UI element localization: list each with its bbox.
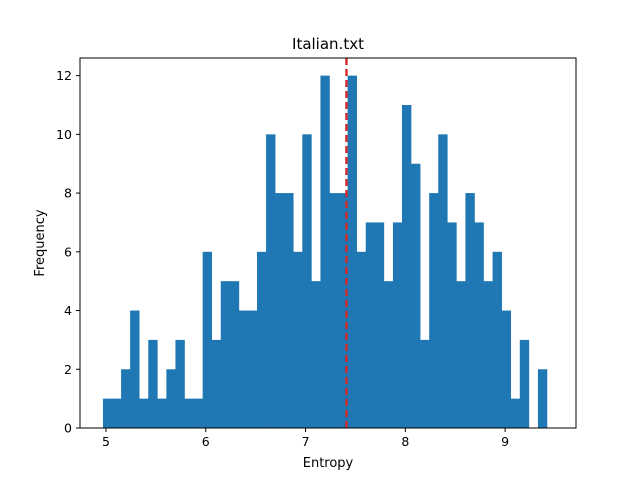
histogram-bar [374, 222, 385, 428]
histogram-bar [211, 339, 222, 428]
x-tick-label: 6 [202, 434, 210, 449]
x-tick-label: 9 [501, 434, 509, 449]
histogram-bar [220, 281, 231, 428]
histogram-bar [401, 104, 412, 428]
histogram-bar [121, 369, 131, 428]
histogram-bar [510, 398, 521, 428]
y-axis-ticks: 0 2 4 6 8 10 12 [56, 68, 80, 436]
histogram-bar [519, 339, 530, 428]
histogram-bar [166, 369, 176, 428]
histogram-bar [266, 134, 276, 428]
histogram-bar [157, 398, 167, 428]
histogram-bar [184, 398, 194, 428]
histogram-bar [347, 75, 357, 428]
x-axis-ticks: 5 6 7 8 9 [102, 428, 509, 449]
histogram-bar [465, 193, 475, 428]
histogram-bar [238, 310, 249, 428]
histogram-bar [302, 134, 312, 428]
histogram-bar [229, 281, 240, 428]
histogram-bar [139, 398, 149, 428]
histogram-bar [257, 251, 267, 428]
histogram-bar [293, 251, 303, 428]
histogram-bar [383, 281, 394, 428]
bars-group [102, 75, 548, 428]
y-tick-label: 6 [64, 244, 72, 259]
histogram-bar [284, 193, 294, 428]
x-tick-label: 8 [401, 434, 409, 449]
histogram-bar [456, 281, 466, 428]
y-tick-label: 10 [56, 127, 72, 142]
x-tick-label: 5 [102, 434, 110, 449]
histogram-bar [148, 339, 158, 428]
histogram-bar [492, 251, 502, 428]
y-tick-label: 12 [56, 68, 72, 83]
histogram-bar [338, 193, 348, 428]
y-tick-label: 8 [64, 186, 72, 201]
histogram-bar [102, 398, 113, 428]
chart-title: Italian.txt [292, 35, 364, 53]
histogram-bar [392, 222, 403, 428]
histogram-bar [130, 310, 140, 428]
histogram-bar [537, 369, 548, 428]
histogram-bar [202, 251, 212, 428]
histogram-bar [365, 222, 376, 428]
histogram-bar [112, 398, 122, 428]
histogram-bar [429, 193, 439, 428]
x-axis-label: Entropy [303, 456, 354, 471]
histogram-bar [474, 222, 484, 428]
y-tick-label: 0 [64, 421, 72, 436]
x-tick-label: 7 [302, 434, 310, 449]
histogram-bar [501, 310, 512, 428]
y-tick-label: 2 [64, 362, 72, 377]
histogram-bar [311, 281, 321, 428]
histogram-bar [193, 398, 203, 428]
histogram-bar [247, 310, 258, 428]
histogram-bar [438, 134, 448, 428]
histogram-bar [411, 163, 421, 428]
histogram-bar [329, 193, 339, 428]
y-tick-label: 4 [64, 303, 72, 318]
plot-frame [79, 57, 577, 429]
histogram-bar [320, 75, 330, 428]
histogram-bar [420, 339, 430, 428]
histogram-bar [275, 193, 285, 428]
histogram-bar [175, 339, 185, 428]
histogram-bar [447, 222, 457, 428]
histogram-bar [483, 281, 493, 428]
histogram-bar [356, 251, 367, 428]
y-axis-label: Frequency [33, 209, 48, 276]
